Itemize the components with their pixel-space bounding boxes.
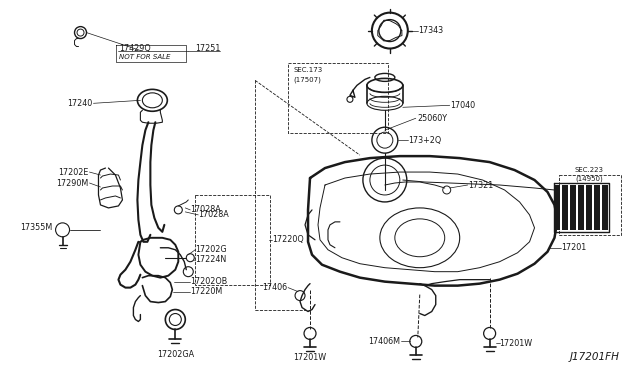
Text: 17251: 17251 [195,44,221,53]
Text: 17355M: 17355M [20,223,52,232]
Text: (17507): (17507) [293,76,321,83]
Text: 17201W: 17201W [294,353,326,362]
Bar [579,185,584,230]
Bar [570,185,577,230]
Text: 17406M: 17406M [368,337,400,346]
Text: J17201FH: J17201FH [570,352,620,362]
Text: 17202E: 17202E [58,167,88,177]
Text: NOT FOR SALE: NOT FOR SALE [120,54,171,61]
Text: 173+2Q: 173+2Q [408,136,441,145]
Text: 17429Q: 17429Q [120,44,151,53]
Text: 17240: 17240 [67,99,93,108]
Text: 17406: 17406 [262,283,287,292]
Text: 17343: 17343 [418,26,443,35]
Bar [561,185,563,230]
Text: 17220M: 17220M [190,287,223,296]
Bar [554,185,561,230]
Text: 17202G: 17202G [195,245,227,254]
Bar [584,185,586,230]
Bar [577,185,579,230]
Text: 17202OB: 17202OB [190,277,228,286]
Text: 17028A: 17028A [190,205,221,214]
Bar [602,185,609,230]
Text: 17040: 17040 [450,101,475,110]
Text: 17321: 17321 [468,180,493,189]
Text: 17224N: 17224N [195,255,227,264]
Bar [568,185,570,230]
Text: 17201: 17201 [561,243,587,252]
Text: 17290M: 17290M [56,179,88,187]
Bar [586,185,593,230]
Text: (14950): (14950) [575,176,604,182]
Text: SEC.223: SEC.223 [575,167,604,173]
Bar [563,185,568,230]
Bar [593,185,595,230]
Text: 25060Y: 25060Y [418,114,448,123]
Text: 17201W: 17201W [500,339,532,348]
Text: 17202GA: 17202GA [157,350,194,359]
Bar [600,185,602,230]
Bar [595,185,600,230]
Text: 17220Q: 17220Q [272,235,304,244]
Text: SEC.173: SEC.173 [293,67,323,73]
Text: 17028A: 17028A [198,211,229,219]
